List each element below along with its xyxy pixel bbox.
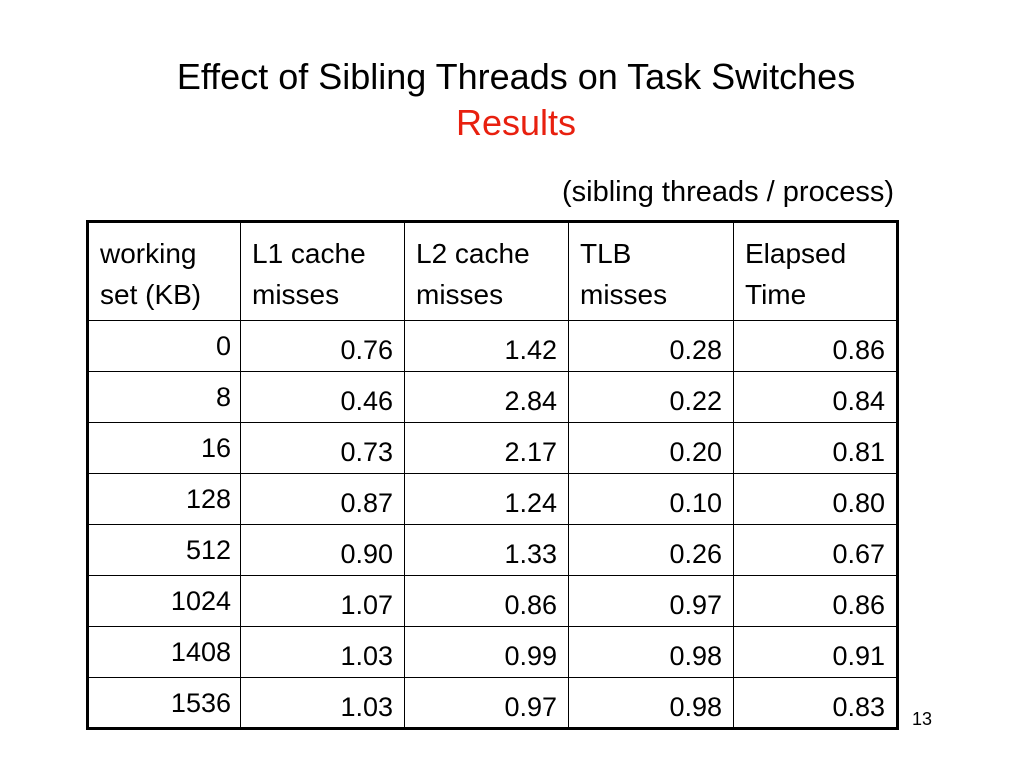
header-line: Elapsed bbox=[745, 238, 847, 269]
cell-working-set: 16 bbox=[87, 422, 241, 474]
cell-working-set: 8 bbox=[87, 371, 241, 423]
header-l1-cache-misses: L1 cache misses bbox=[240, 221, 405, 321]
table-row: 16 0.73 2.17 0.20 0.81 bbox=[87, 422, 898, 474]
cell-elapsed-time: 0.67 bbox=[733, 524, 898, 576]
cell-l1-misses: 0.73 bbox=[240, 422, 405, 474]
header-elapsed-time: Elapsed Time bbox=[733, 221, 898, 321]
cell-l1-misses: 1.03 bbox=[240, 626, 405, 678]
header-line: L2 cache bbox=[416, 238, 530, 269]
table-row: 8 0.46 2.84 0.22 0.84 bbox=[87, 371, 898, 423]
cell-l1-misses: 1.03 bbox=[240, 677, 405, 729]
header-line: TLB bbox=[580, 238, 632, 269]
results-table: working set (KB) L1 cache misses L2 cach… bbox=[86, 220, 899, 730]
cell-l2-misses: 0.99 bbox=[404, 626, 569, 678]
cell-elapsed-time: 0.81 bbox=[733, 422, 898, 474]
header-line: set (KB) bbox=[100, 279, 202, 310]
cell-tlb-misses: 0.10 bbox=[568, 473, 734, 525]
header-line: misses bbox=[252, 279, 340, 310]
cell-l2-misses: 1.42 bbox=[404, 320, 569, 372]
cell-tlb-misses: 0.98 bbox=[568, 677, 734, 729]
cell-l2-misses: 1.24 bbox=[404, 473, 569, 525]
table-row: 128 0.87 1.24 0.10 0.80 bbox=[87, 473, 898, 525]
cell-elapsed-time: 0.80 bbox=[733, 473, 898, 525]
page-number: 13 bbox=[912, 709, 933, 729]
cell-tlb-misses: 0.22 bbox=[568, 371, 734, 423]
header-line: Time bbox=[745, 279, 807, 310]
cell-elapsed-time: 0.91 bbox=[733, 626, 898, 678]
table-row: 1024 1.07 0.86 0.97 0.86 bbox=[87, 575, 898, 627]
header-line: misses bbox=[416, 279, 504, 310]
cell-l2-misses: 0.86 bbox=[404, 575, 569, 627]
cell-elapsed-time: 0.83 bbox=[733, 677, 898, 729]
table-row: 0 0.76 1.42 0.28 0.86 bbox=[87, 320, 898, 372]
header-tlb-misses: TLB misses bbox=[568, 221, 734, 321]
table-row: 1408 1.03 0.99 0.98 0.91 bbox=[87, 626, 898, 678]
cell-working-set: 0 bbox=[87, 320, 241, 372]
cell-elapsed-time: 0.84 bbox=[733, 371, 898, 423]
cell-l1-misses: 1.07 bbox=[240, 575, 405, 627]
cell-working-set: 1536 bbox=[87, 677, 241, 729]
cell-working-set: 1408 bbox=[87, 626, 241, 678]
header-line: misses bbox=[580, 279, 668, 310]
header-working-set: working set (KB) bbox=[87, 221, 241, 321]
cell-tlb-misses: 0.98 bbox=[568, 626, 734, 678]
cell-working-set: 128 bbox=[87, 473, 241, 525]
header-line: working bbox=[100, 238, 197, 269]
cell-l2-misses: 0.97 bbox=[404, 677, 569, 729]
header-line: L1 cache bbox=[252, 238, 366, 269]
slide-subtitle: Results bbox=[455, 102, 577, 143]
cell-l2-misses: 2.17 bbox=[404, 422, 569, 474]
cell-tlb-misses: 0.28 bbox=[568, 320, 734, 372]
cell-tlb-misses: 0.97 bbox=[568, 575, 734, 627]
table-row: 512 0.90 1.33 0.26 0.67 bbox=[87, 524, 898, 576]
cell-l1-misses: 0.90 bbox=[240, 524, 405, 576]
slide-title: Effect of Sibling Threads on Task Switch… bbox=[176, 56, 856, 97]
cell-elapsed-time: 0.86 bbox=[733, 575, 898, 627]
table-header-row: working set (KB) L1 cache misses L2 cach… bbox=[87, 221, 898, 321]
cell-tlb-misses: 0.20 bbox=[568, 422, 734, 474]
cell-l1-misses: 0.87 bbox=[240, 473, 405, 525]
cell-l2-misses: 2.84 bbox=[404, 371, 569, 423]
cell-l1-misses: 0.46 bbox=[240, 371, 405, 423]
cell-tlb-misses: 0.26 bbox=[568, 524, 734, 576]
table-row: 1536 1.03 0.97 0.98 0.83 bbox=[87, 677, 898, 729]
cell-elapsed-time: 0.86 bbox=[733, 320, 898, 372]
header-l2-cache-misses: L2 cache misses bbox=[404, 221, 569, 321]
cell-working-set: 1024 bbox=[87, 575, 241, 627]
cell-working-set: 512 bbox=[87, 524, 241, 576]
cell-l2-misses: 1.33 bbox=[404, 524, 569, 576]
cell-l1-misses: 0.76 bbox=[240, 320, 405, 372]
table-caption: (sibling threads / process) bbox=[561, 176, 894, 208]
